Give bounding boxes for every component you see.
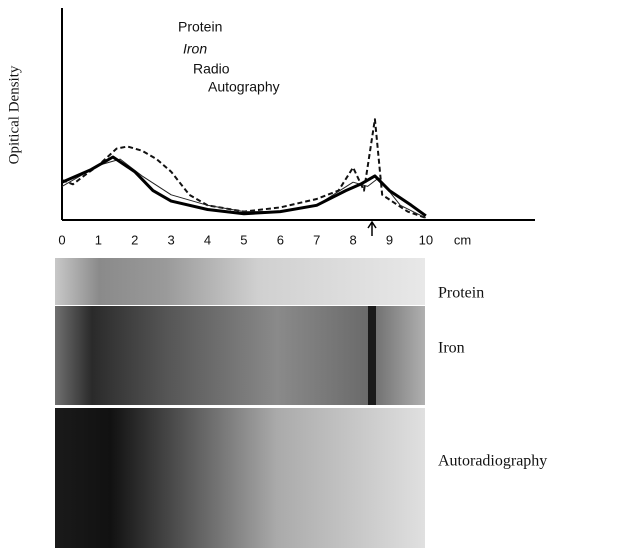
arrow: [368, 222, 376, 236]
x-tick-label: 2: [131, 232, 138, 247]
x-tick-label: 5: [240, 232, 247, 247]
x-tick-label: 6: [277, 232, 284, 247]
x-tick-label: 3: [168, 232, 175, 247]
x-tick-label: 8: [349, 232, 356, 247]
figure: Opitical Density 0 1 2 3 4 5 6 7 8 9 10 cm Protein Ir…: [0, 0, 620, 549]
series-label: Protein: [178, 19, 222, 35]
x-tick-label: 4: [204, 232, 211, 247]
x-tick-label: 9: [386, 232, 393, 247]
x-tick-label: 10: [419, 232, 433, 247]
gel-autoradiography: [55, 408, 425, 548]
annotation: Radio: [193, 61, 230, 77]
gel-protein: [55, 258, 425, 305]
line-series: [62, 119, 426, 218]
x-tick-label: 1: [95, 232, 102, 247]
line-series: [62, 159, 426, 218]
gel-band: [368, 306, 376, 405]
panel-label: Autoradiography: [438, 453, 547, 470]
y-axis-label: Opitical Density: [6, 65, 22, 164]
line-series: [62, 157, 426, 216]
x-tick-label: 0: [58, 232, 65, 247]
series-label: Iron: [183, 41, 207, 57]
panel-label: Iron: [438, 340, 465, 357]
x-tick-label: 7: [313, 232, 320, 247]
x-axis-label: cm: [454, 232, 471, 247]
panel-label: Protein: [438, 285, 484, 302]
annotation: Autography: [208, 79, 280, 95]
